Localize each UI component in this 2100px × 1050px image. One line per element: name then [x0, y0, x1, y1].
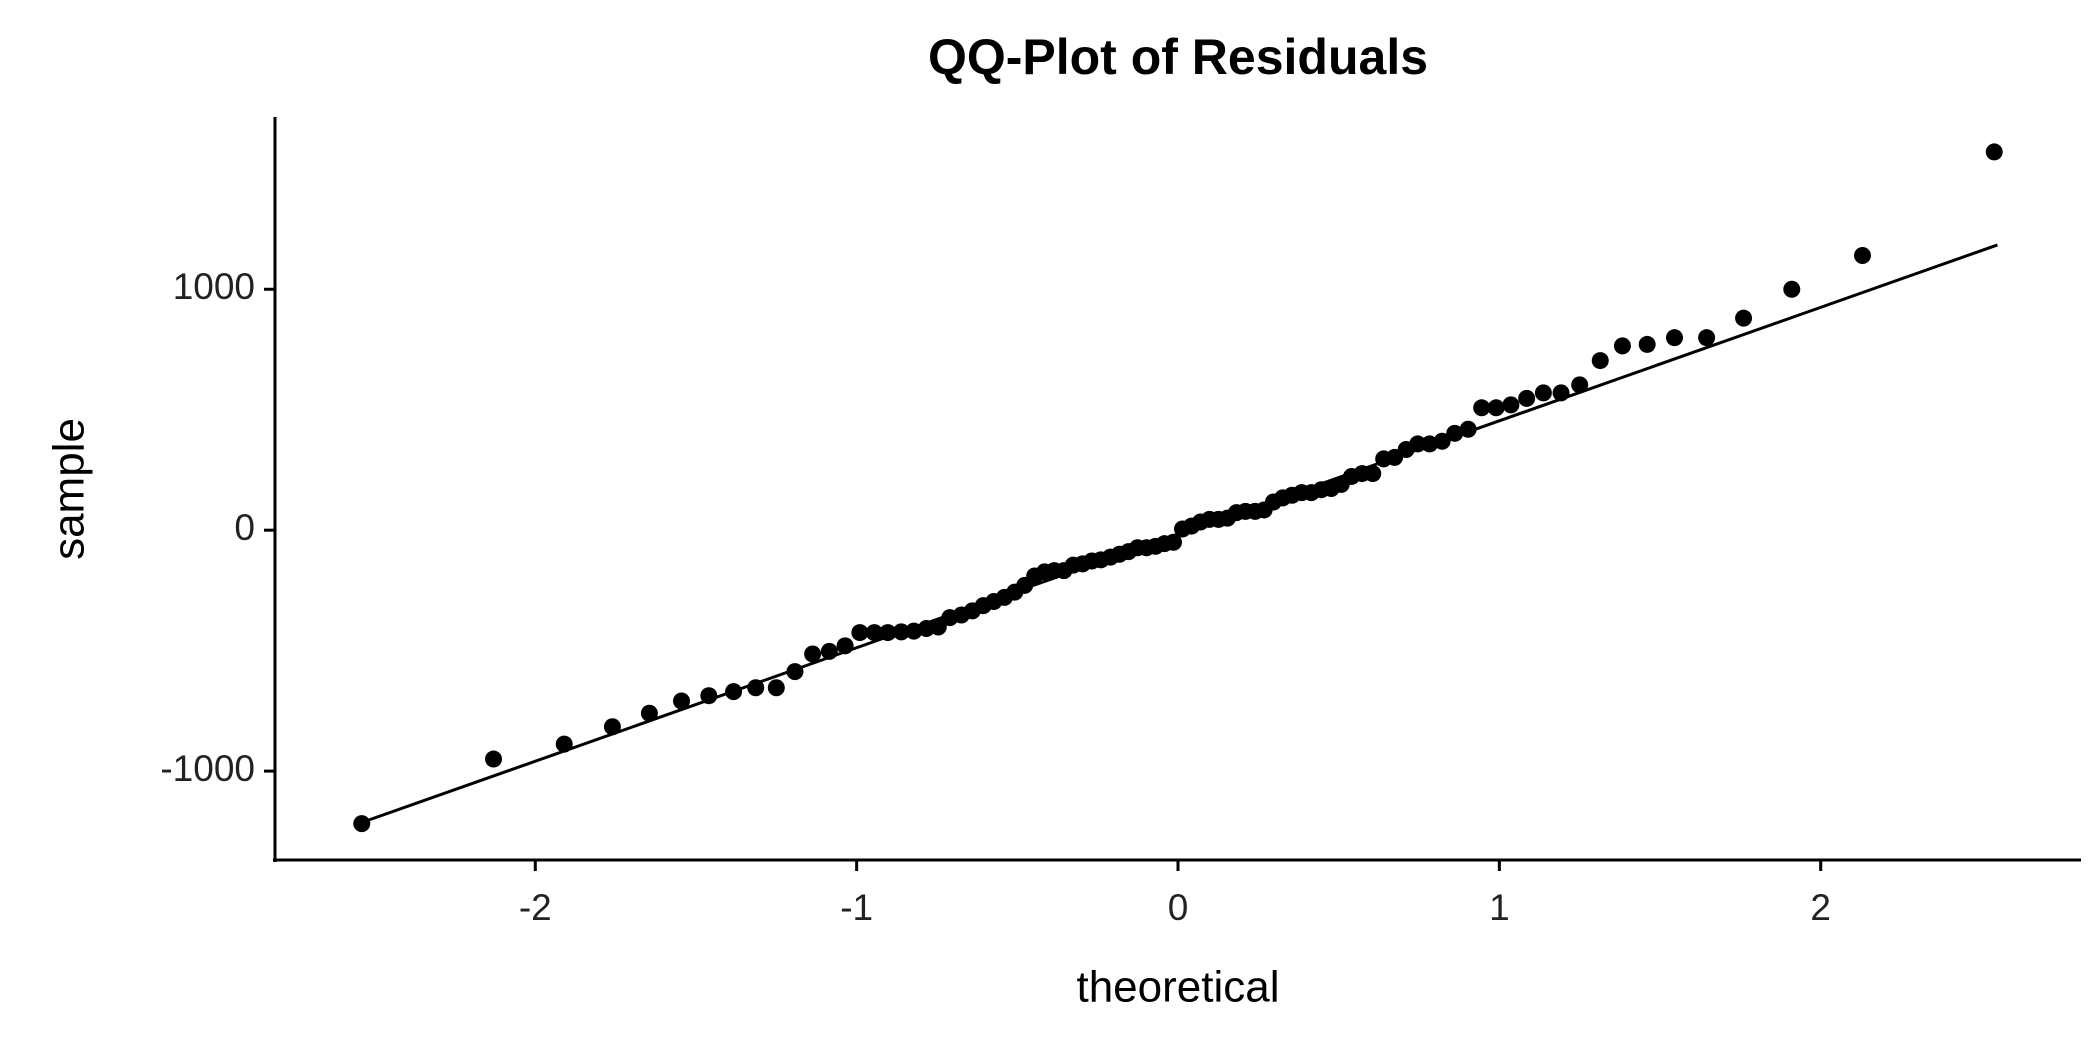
point — [1665, 329, 1683, 347]
y-tick-label: 1000 — [173, 266, 255, 307]
y-axis-title: sample — [45, 418, 94, 560]
point — [1853, 247, 1871, 265]
point — [929, 618, 947, 636]
point — [879, 624, 897, 642]
point — [836, 637, 854, 655]
point — [1783, 280, 1801, 298]
point — [1502, 396, 1520, 414]
point — [747, 679, 765, 697]
point — [1638, 335, 1656, 353]
point — [725, 683, 743, 701]
point — [1518, 389, 1536, 407]
y-tick-label: 0 — [234, 507, 255, 548]
point — [1571, 376, 1589, 394]
point — [1165, 533, 1183, 551]
point — [1613, 337, 1631, 355]
x-tick-label: 0 — [1168, 887, 1189, 928]
point — [865, 624, 883, 642]
point — [851, 624, 869, 642]
x-tick-label: -1 — [840, 887, 873, 928]
point — [1473, 399, 1491, 417]
point — [892, 623, 910, 641]
point — [767, 679, 785, 697]
point — [1552, 384, 1570, 402]
point — [1364, 465, 1382, 483]
point — [1735, 309, 1753, 327]
x-tick-label: 2 — [1810, 887, 1831, 928]
chart-title: QQ-Plot of Residuals — [928, 29, 1428, 85]
x-axis-title: theoretical — [1076, 963, 1279, 1012]
point — [1409, 435, 1427, 453]
x-tick-label: -2 — [519, 887, 552, 928]
point — [1487, 399, 1505, 417]
point — [485, 750, 503, 768]
point — [673, 692, 691, 710]
point — [1698, 329, 1716, 347]
point — [700, 687, 718, 705]
point — [555, 735, 573, 753]
y-tick-label: -1000 — [160, 748, 255, 789]
point — [804, 645, 822, 663]
point — [1446, 424, 1464, 442]
point — [1985, 143, 2003, 161]
point — [603, 718, 621, 736]
point — [1459, 420, 1477, 438]
point — [353, 815, 371, 833]
x-tick-label: 1 — [1489, 887, 1510, 928]
point — [640, 704, 658, 722]
point — [1534, 384, 1552, 402]
point — [820, 642, 838, 660]
point — [786, 663, 804, 681]
point — [1433, 432, 1451, 450]
point — [1591, 352, 1609, 370]
